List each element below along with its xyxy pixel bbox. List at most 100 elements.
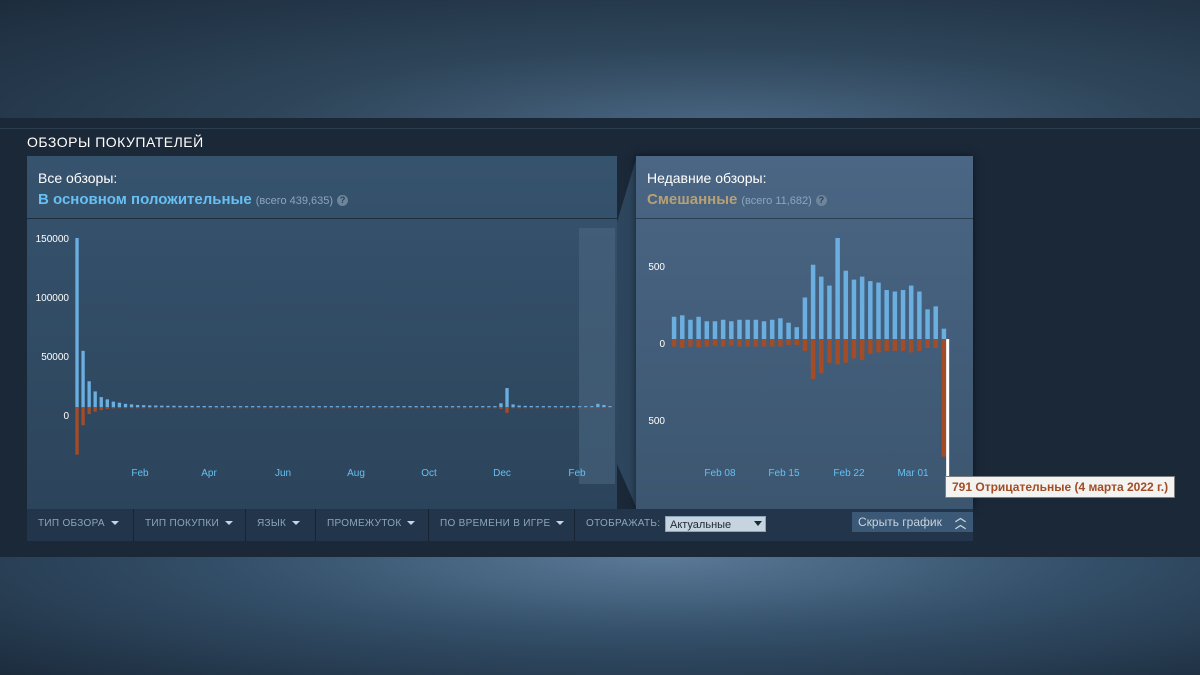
all-reviews-rating[interactable]: В основном положительные [38,191,252,208]
positive-bar [323,406,327,408]
positive-bar [704,321,710,340]
negative-bar [712,339,718,346]
zoom-region [579,228,615,484]
positive-bar [671,316,677,340]
negative-bar [390,407,394,409]
negative-bar [547,407,552,409]
filter-label: ТИП ОБЗОРА [38,518,105,529]
negative-bar [275,407,279,409]
positive-bar [835,238,840,340]
positive-bar [366,406,370,408]
recent-reviews-rating[interactable]: Смешанные [647,191,738,208]
positive-bar [184,405,188,408]
negative-bar [178,407,182,409]
positive-bar [444,406,449,408]
positive-bar [680,315,685,340]
hide-chart-button[interactable]: Скрыть график ︿ ︿ [852,512,973,532]
positive-bar [827,285,832,340]
positive-bar [293,406,297,408]
negative-bar [571,407,576,409]
negative-bar [87,407,91,414]
negative-bar [769,339,775,347]
negative-bar [263,407,267,409]
all-reviews-chart[interactable]: 150000 100000 50000 0 Feb Apr Jun Aug Oct Dec Feb [27,220,617,509]
negative-bar [933,339,938,348]
positive-bar [384,406,388,408]
positive-bar [571,406,576,408]
negative-bar [317,407,321,409]
negative-bar [729,339,734,346]
positive-bar [469,406,473,408]
positive-bar [450,406,455,408]
filter-review-type[interactable]: ТИП ОБЗОРА [27,509,134,541]
positive-bar [868,281,873,340]
negative-bar [172,407,176,409]
help-icon[interactable]: ? [337,195,349,206]
filter-date-range[interactable]: ПРОМЕЖУТОК [316,509,429,541]
negative-bar [778,339,783,347]
positive-bar [456,406,461,408]
chevron-down-icon [110,521,119,525]
page-background-top [0,0,1200,118]
positive-bar [753,319,759,340]
positive-bar [166,405,170,408]
positive-bar [117,402,122,408]
negative-bar [305,407,309,409]
positive-bar [917,291,922,340]
positive-bar [93,391,97,408]
positive-bar [353,406,358,408]
positive-bar [553,406,558,408]
display-select[interactable]: Актуальные [665,516,766,532]
positive-bar [135,404,140,408]
x-tick-label: Feb [568,468,586,479]
help-icon[interactable]: ? [815,195,827,206]
x-tick-label: Apr [201,468,217,479]
filter-language[interactable]: ЯЗЫК [246,509,316,541]
positive-bar [529,405,533,408]
negative-bar [372,407,376,409]
positive-bar [238,406,243,408]
recent-reviews-chart[interactable]: 500 0 500 Feb 08 Feb 15 Feb 22 Mar 01 [636,220,973,509]
negative-bar [584,407,588,409]
positive-bar [317,406,321,408]
zoom-connector [617,156,637,509]
recent-reviews-chart-svg[interactable]: 500 0 500 Feb 08 Feb 15 Feb 22 Mar 01 [636,220,973,509]
positive-bar [475,406,479,408]
positive-bar [505,388,509,408]
negative-bar [671,339,677,347]
negative-bar [810,339,816,380]
negative-bar [384,407,388,409]
hide-chart-label: Скрыть график [858,515,942,529]
negative-bar [493,407,497,409]
positive-bar [178,405,182,408]
negative-bar [462,407,467,409]
positive-bar [408,406,412,408]
positive-bar [105,399,109,408]
negative-bar [238,407,243,409]
positive-bar [590,406,594,408]
positive-bar [335,406,340,408]
x-tick-label: Oct [421,468,437,479]
negative-bar [786,339,791,346]
recent-reviews-panel: Недавние обзоры: Смешанные (всего 11,682)… [636,156,973,509]
positive-bar [214,406,218,408]
positive-bar [305,406,309,408]
positive-bar [851,279,857,340]
negative-bar [166,407,170,409]
filter-playtime[interactable]: ПО ВРЕМЕНИ В ИГРЕ [429,509,575,541]
negative-bar [117,407,122,409]
positive-bar [414,406,418,408]
filter-label: ПО ВРЕМЕНИ В ИГРЕ [440,518,551,529]
negative-bar [602,407,606,409]
negative-bar [835,339,840,365]
positive-bar [287,406,291,408]
negative-bar [794,339,799,346]
positive-bar [311,406,315,408]
positive-bar [487,406,491,408]
negative-bar [257,407,261,409]
negative-bar [335,407,340,409]
negative-bar [281,407,285,409]
filter-purchase-type[interactable]: ТИП ПОКУПКИ [134,509,246,541]
negative-bar [184,407,188,409]
all-reviews-chart-svg[interactable]: 150000 100000 50000 0 Feb Apr Jun Aug Oct Dec Feb [27,220,617,509]
